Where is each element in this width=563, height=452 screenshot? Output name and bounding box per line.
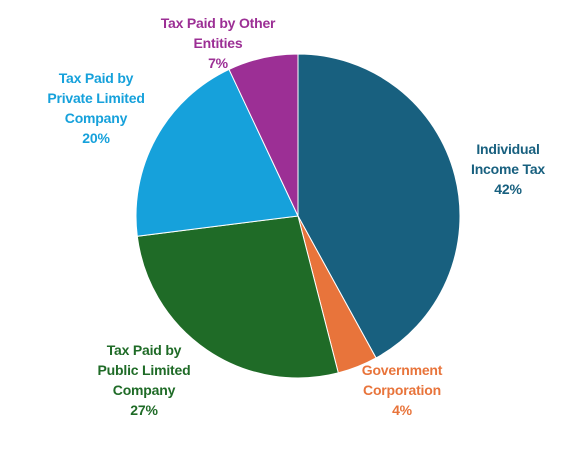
pie-slice-4 [228,53,299,217]
slice-label-public-limited-company: Tax Paid by Public Limited Company 27% [97,342,191,418]
slice-label-government-corporation: Government Corporation 4% [361,362,443,418]
pie-slice-3 [135,68,299,237]
pie-slice-0 [297,53,461,359]
slice-label-private-limited-company: Tax Paid by Private Limited Company 20% [47,70,145,146]
pie-slice-2 [136,215,339,379]
slice-label-individual-income-tax: Individual Income Tax 42% [471,141,545,197]
slice-label-other-entities: Tax Paid by Other Entities 7% [160,15,276,71]
